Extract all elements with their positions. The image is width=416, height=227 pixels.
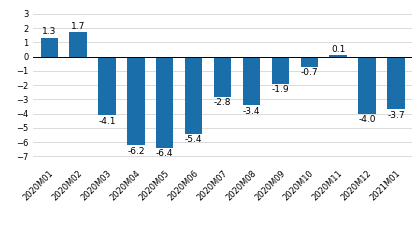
Bar: [69, 32, 87, 57]
Bar: [272, 57, 289, 84]
Text: -0.7: -0.7: [300, 68, 318, 77]
Text: -6.2: -6.2: [127, 147, 145, 156]
Bar: [98, 57, 116, 115]
Text: 0.1: 0.1: [331, 44, 345, 54]
Bar: [387, 57, 405, 109]
Text: -4.1: -4.1: [98, 117, 116, 126]
Text: -3.4: -3.4: [243, 107, 260, 116]
Text: -3.7: -3.7: [387, 111, 405, 120]
Text: -4.0: -4.0: [358, 115, 376, 124]
Bar: [301, 57, 318, 67]
Text: 1.3: 1.3: [42, 27, 56, 36]
Text: -5.4: -5.4: [185, 135, 203, 144]
Text: 1.7: 1.7: [71, 22, 85, 31]
Bar: [214, 57, 231, 96]
Text: -6.4: -6.4: [156, 150, 173, 158]
Bar: [156, 57, 173, 148]
Bar: [185, 57, 202, 133]
Text: -2.8: -2.8: [214, 98, 231, 107]
Text: -1.9: -1.9: [272, 85, 289, 94]
Bar: [40, 38, 58, 57]
Bar: [358, 57, 376, 114]
Bar: [127, 57, 144, 145]
Bar: [243, 57, 260, 105]
Bar: [329, 55, 347, 57]
